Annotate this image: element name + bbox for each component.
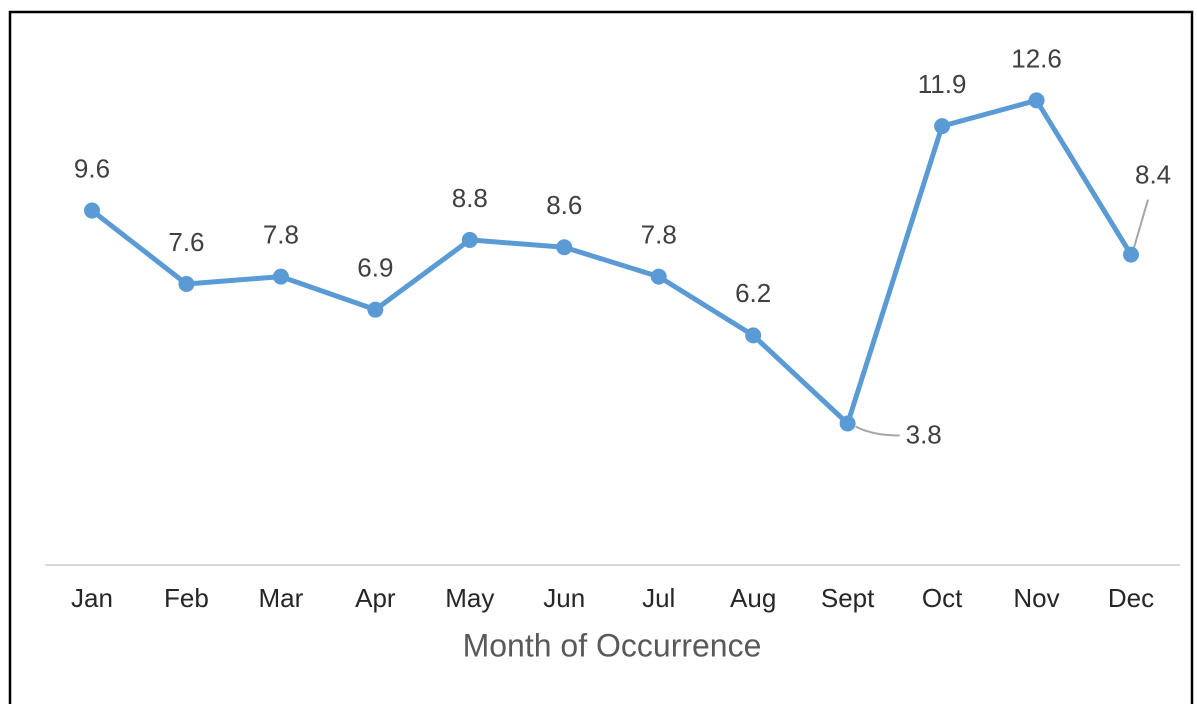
x-tick-label: Oct: [922, 583, 963, 613]
x-tick-label: Jun: [543, 583, 585, 613]
data-label: 9.6: [74, 153, 110, 183]
x-tick-label: Sept: [821, 583, 875, 613]
leader-line: [1133, 199, 1149, 248]
data-label: 7.8: [641, 220, 677, 250]
data-label: 7.8: [263, 220, 299, 250]
data-point: [1123, 246, 1139, 263]
x-tick-label: Dec: [1108, 583, 1154, 613]
data-line: [90, 97, 1134, 426]
data-point: [556, 239, 573, 256]
x-tick-label: Jul: [642, 583, 675, 613]
leader-line: [855, 425, 900, 437]
x-tick-label: May: [445, 583, 494, 613]
data-label: 8.6: [546, 190, 582, 220]
x-tick-label: Feb: [164, 583, 209, 613]
data-point: [650, 268, 667, 285]
frame: [8, 10, 1194, 704]
data-point: [1028, 92, 1045, 109]
data-point: [839, 415, 856, 432]
data-point: [934, 118, 951, 135]
data-label: 3.8: [906, 419, 942, 449]
x-tick-label: Mar: [259, 583, 304, 613]
data-label: 6.9: [357, 253, 393, 283]
data-label: 12.6: [1011, 43, 1062, 73]
x-tick-label: Apr: [355, 583, 396, 613]
data-label: 8.4: [1135, 159, 1171, 189]
data-point: [272, 268, 289, 285]
data-point: [745, 327, 762, 344]
x-tick-label: Nov: [1013, 583, 1059, 613]
data-label: 11.9: [918, 69, 967, 99]
data-point: [461, 231, 478, 248]
x-tick-label: Aug: [730, 583, 776, 613]
data-label: 7.6: [168, 227, 204, 257]
data-label: 6.2: [735, 278, 771, 308]
data-label: 8.8: [452, 183, 488, 213]
data-point: [178, 275, 195, 292]
data-point: [84, 202, 100, 219]
data-point: [367, 301, 384, 318]
x-tick-label: Jan: [71, 583, 113, 613]
x-axis-title: Month of Occurrence: [463, 627, 762, 663]
